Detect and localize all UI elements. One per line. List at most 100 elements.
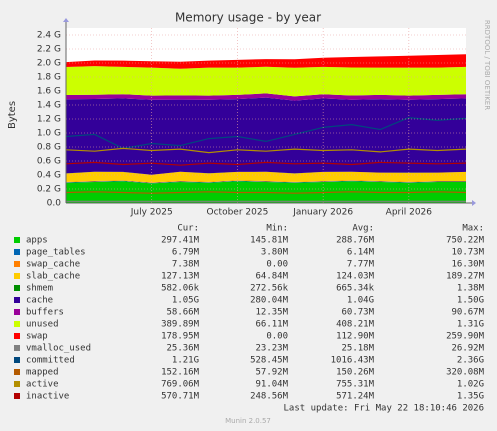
legend-value: 750.22M (446, 236, 485, 246)
legend-value: 755.31M (336, 380, 375, 390)
y-tick-label: 1.8 G (37, 73, 61, 83)
legend-value: 64.84M (255, 272, 288, 282)
legend-value: 10.73M (451, 248, 484, 258)
line (65, 191, 467, 194)
legend-value: 582.06k (161, 284, 200, 294)
legend-value: 127.13M (161, 272, 200, 282)
x-tick-label: July 2025 (130, 208, 173, 218)
legend-value: 3.80M (261, 248, 289, 258)
legend-swatch (14, 333, 20, 339)
area (66, 171, 466, 183)
legend-value: 0.00 (266, 332, 288, 342)
last-update: Last update: Fri May 22 18:10:46 2026 (284, 404, 484, 414)
legend-value: 528.45M (250, 356, 289, 366)
legend-value: 7.77M (347, 260, 375, 270)
legend-swatch (14, 369, 20, 375)
legend-value: 389.89M (161, 320, 200, 330)
legend-header: Min: (266, 224, 288, 234)
y-tick-label: 2.2 G (37, 45, 61, 55)
legend-value: 259.90M (446, 332, 485, 342)
chart-title: Memory usage - by year (175, 11, 321, 25)
legend-value: 57.92M (255, 368, 288, 378)
legend-value: 150.26M (336, 368, 375, 378)
legend-label: buffers (26, 308, 64, 318)
legend-value: 124.03M (336, 272, 375, 282)
legend-label: shmem (26, 284, 53, 294)
legend-value: 408.21M (336, 320, 375, 330)
legend-value: 7.38M (172, 260, 200, 270)
legend-value: 288.76M (336, 236, 375, 246)
legend-value: 6.14M (347, 248, 375, 258)
area (66, 180, 466, 183)
legend-label: inactive (26, 392, 69, 402)
legend-value: 769.06M (161, 380, 200, 390)
legend-value: 66.11M (255, 320, 288, 330)
legend-label: mapped (26, 368, 59, 378)
legend-label: page_tables (26, 248, 86, 258)
legend-value: 1016.43M (331, 356, 375, 366)
legend-value: 280.04M (250, 296, 289, 306)
x-tick-label: April 2026 (386, 208, 433, 218)
legend-label: committed (26, 356, 75, 366)
axis-arrow (63, 18, 69, 22)
legend-label: unused (26, 320, 59, 330)
line (65, 147, 467, 154)
plot: 0.0 0.2 G 0.4 G 0.6 G 0.8 G 1.0 G 1.2 G 1.4 G 1.… (37, 18, 476, 218)
legend-label: cache (26, 296, 53, 306)
area (66, 93, 466, 101)
y-tick-label: 2.0 G (37, 59, 61, 69)
legend-swatch (14, 249, 20, 255)
legend-value: 0.00 (266, 260, 288, 270)
y-axis-label: Bytes (7, 101, 18, 129)
legend-label: swap (26, 332, 48, 342)
line (65, 161, 467, 166)
legend-label: vmalloc_used (26, 344, 91, 354)
legend-label: active (26, 380, 59, 390)
legend-value: 112.90M (336, 332, 375, 342)
legend-value: 91.04M (255, 380, 288, 390)
y-tick-label: 1.4 G (37, 101, 61, 111)
legend-header: Cur: (177, 224, 199, 234)
legend-swatch (14, 285, 20, 291)
area (66, 97, 466, 175)
legend-value: 2.36G (457, 356, 484, 366)
legend-value: 570.71M (161, 392, 200, 402)
legend-label: slab_cache (26, 272, 80, 282)
legend-value: 25.18M (341, 344, 374, 354)
legend-swatch (14, 237, 20, 243)
legend-value: 6.79M (172, 248, 200, 258)
y-tick-label: 0.8 G (37, 143, 61, 153)
area (66, 54, 466, 69)
legend-value: 1.35G (457, 392, 484, 402)
legend-value: 58.66M (166, 308, 199, 318)
legend-value: 145.81M (250, 236, 289, 246)
legend-swatch (14, 309, 20, 315)
legend-value: 320.08M (446, 368, 485, 378)
legend-value: 248.56M (250, 392, 289, 402)
y-tick-label: 0.4 G (37, 171, 61, 181)
legend-value: 571.24M (336, 392, 375, 402)
legend-value: 1.02G (457, 380, 484, 390)
legend-header: Avg: (352, 224, 374, 234)
x-tick-label: January 2026 (292, 208, 353, 218)
y-tick-label: 1.0 G (37, 129, 61, 139)
legend-value: 60.73M (341, 308, 374, 318)
y-tick-label: 0.2 G (37, 185, 61, 195)
legend-value: 26.92M (451, 344, 484, 354)
legend-value: 1.05G (172, 296, 199, 306)
legend-value: 90.67M (451, 308, 484, 318)
legend-value: 1.04G (347, 296, 374, 306)
legend-value: 12.35M (255, 308, 288, 318)
area (66, 180, 466, 184)
legend-value: 152.16M (161, 368, 200, 378)
legend-value: 189.27M (446, 272, 485, 282)
legend-value: 1.38M (457, 284, 485, 294)
legend-swatch (14, 381, 20, 387)
y-tick-label: 1.6 G (37, 87, 61, 97)
legend-value: 1.21G (172, 356, 199, 366)
y-tick-label: 0.6 G (37, 157, 61, 167)
legend-value: 297.41M (161, 236, 200, 246)
y-tick-label: 1.2 G (37, 115, 61, 125)
